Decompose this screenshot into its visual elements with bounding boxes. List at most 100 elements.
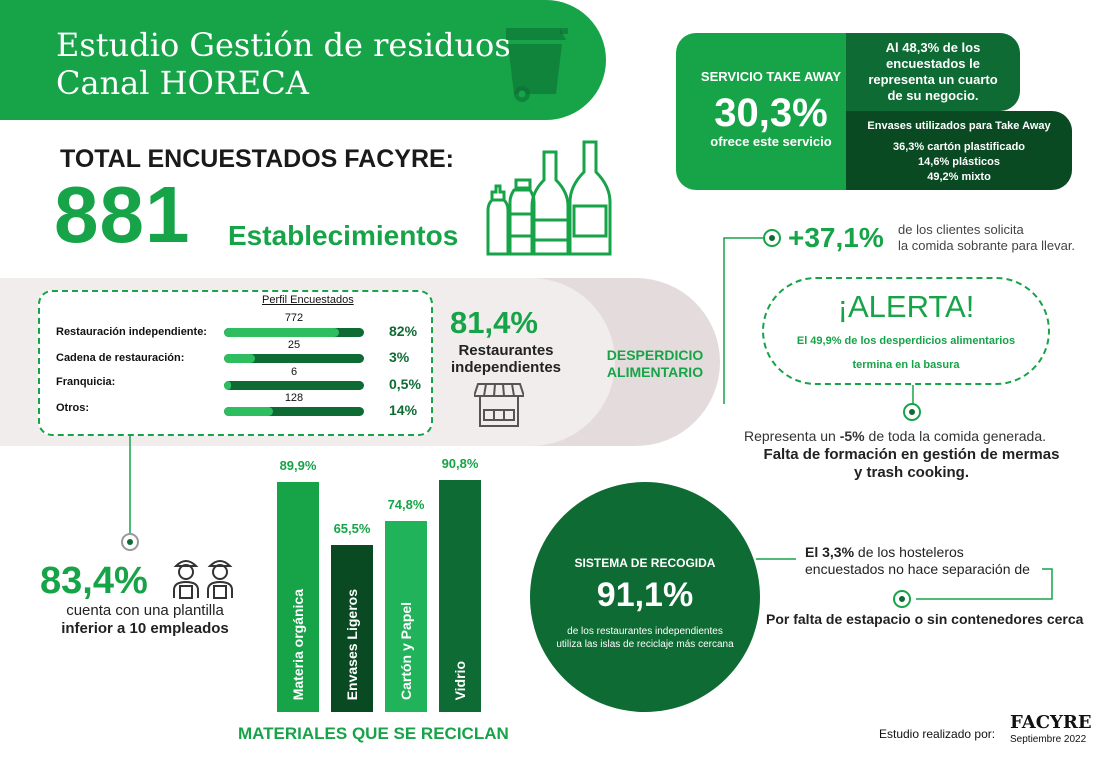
training-text: Falta de formación en gestión de mermas …	[744, 446, 1079, 482]
independents-label: Restaurantes independientes	[450, 342, 562, 376]
represents-suffix: de toda la comida generada.	[864, 428, 1046, 444]
alert-line-2: termina en la basura	[852, 359, 960, 371]
recycling-title: MATERIALES QUE SE RECICLAN	[238, 724, 509, 743]
training-line-2: y trash cooking.	[853, 464, 970, 481]
title-banner	[0, 0, 606, 120]
takeaway-packaging: Envases utilizados para Take Away 36,3% …	[846, 111, 1072, 190]
connector-line	[723, 237, 772, 404]
dot-marker-icon	[903, 403, 921, 421]
dot-marker-icon	[763, 229, 781, 247]
profile-percent: 14%	[389, 402, 418, 418]
training-line-1: Falta de formación en gestión de mermas	[763, 446, 1060, 463]
separation-line-2: encuestados no hace separación de	[805, 561, 1030, 577]
profile-label: Otros:	[56, 402, 89, 414]
leftover-line-1: de los clientes solicita	[898, 222, 1024, 237]
shop-icon	[474, 383, 524, 427]
recycle-bar: Envases Ligeros	[331, 545, 373, 712]
title-line-1: Estudio Gestión de residuos	[56, 26, 511, 64]
profile-box: Perfil Encuestados 772 Restauración inde…	[38, 290, 433, 436]
leftover-text: de los clientes solicita la comida sobra…	[898, 222, 1075, 254]
collection-percent: 91,1%	[596, 576, 694, 614]
collection-circle: SISTEMA DE RECOGIDA 91,1% de los restaur…	[530, 482, 760, 712]
staff-line-1: cuenta con una plantilla	[66, 602, 224, 619]
waste-label: DESPERDICIO ALIMENTARIO	[605, 347, 705, 381]
dot-marker-icon	[121, 533, 139, 551]
footer-date: Septiembre 2022	[1010, 734, 1087, 745]
recycle-bar: Materia orgánica	[277, 482, 319, 712]
profile-label: Franquicia:	[56, 376, 116, 388]
profile-bar	[224, 328, 364, 337]
collection-line-2: utiliza las islas de reciclaje más cerca…	[556, 639, 734, 650]
profile-count: 6	[290, 366, 298, 378]
staff-line-2: inferior a 10 empleados	[61, 620, 229, 637]
collection-line-1: de los restaurantes independientes	[567, 626, 723, 637]
title-line-2: Canal HORECA	[56, 64, 309, 102]
collection-title: SISTEMA DE RECOGIDA	[574, 556, 716, 570]
packaging-title: Envases utilizados para Take Away	[867, 120, 1051, 132]
recycle-value: 74,8%	[387, 497, 425, 512]
takeaway-subtitle: ofrece este servicio	[710, 134, 832, 149]
leftover-line-2: la comida sobrante para llevar.	[898, 238, 1076, 253]
recycle-label: Vidrio	[452, 660, 468, 700]
independents-label-1: Restaurantes	[458, 342, 554, 359]
profile-bar	[224, 381, 364, 390]
collection-connector	[756, 558, 1053, 600]
independents-label-2: independientes	[450, 359, 562, 376]
alert-title: ¡ALERTA!	[837, 289, 975, 324]
recycle-bar: Cartón y Papel	[385, 521, 427, 712]
workers-icon	[173, 560, 233, 599]
recycle-value: 89,9%	[279, 458, 317, 473]
total-unit: Establecimientos	[228, 220, 459, 251]
recycle-value: 90,8%	[441, 456, 479, 471]
profile-percent: 0,5%	[389, 376, 421, 392]
total-number: 881	[54, 170, 191, 259]
separation-text: El 3,3% de los hosteleros encuestados no…	[805, 544, 1030, 578]
dot-marker-icon	[893, 590, 911, 608]
profile-label: Restauración independiente:	[56, 326, 207, 338]
profile-count: 772	[284, 312, 304, 324]
separation-reason: Por falta de estapacio o sin contenedore…	[766, 611, 1084, 627]
profile-bar	[224, 407, 364, 416]
study-by: Estudio realizado por:	[879, 727, 996, 741]
represents-prefix: Representa un	[744, 428, 840, 444]
profile-count: 25	[287, 339, 301, 351]
takeaway-quarter: Al 48,3% de los encuestados le represent…	[846, 33, 1020, 111]
separation-bold: El 3,3%	[805, 544, 855, 560]
packaging-item: 49,2% mixto	[927, 171, 991, 183]
packaging-item: 14,6% plásticos	[918, 156, 1000, 168]
profile-percent: 82%	[389, 323, 418, 339]
profile-percent: 3%	[389, 349, 410, 365]
alert-box: ¡ALERTA! El 49,9% de los desperdicios al…	[762, 277, 1050, 385]
recycle-label: Materia orgánica	[290, 588, 306, 700]
represents-text: Representa un -5% de toda la comida gene…	[744, 428, 1046, 444]
independents-percent: 81,4%	[450, 305, 538, 340]
takeaway-card: SERVICIO TAKE AWAY 30,3% ofrece este ser…	[676, 33, 866, 190]
trash-bin-icon	[506, 28, 568, 102]
waste-label-1: DESPERDICIO	[606, 347, 704, 363]
takeaway-title: SERVICIO TAKE AWAY	[700, 69, 842, 84]
takeaway-percent: 30,3%	[714, 91, 828, 135]
recycle-bar: Vidrio	[439, 480, 481, 712]
staff-percent: 83,4%	[40, 560, 148, 602]
separation-rest: de los hosteleros	[854, 544, 964, 560]
staff-connector	[129, 436, 131, 536]
brand-logo: FACYRE	[1010, 712, 1092, 733]
page-title: Estudio Gestión de residuos Canal HORECA	[56, 26, 511, 102]
leftover-percent: +37,1%	[788, 222, 884, 253]
profile-bar	[224, 354, 364, 363]
profile-label: Cadena de restauración:	[56, 352, 185, 364]
recycle-label: Envases Ligeros	[344, 588, 360, 700]
staff-text: cuenta con una plantilla inferior a 10 e…	[40, 602, 250, 638]
waste-label-2: ALIMENTARIO	[606, 364, 704, 380]
recycle-value: 65,5%	[333, 521, 371, 536]
alert-connector	[912, 385, 914, 405]
alert-line-1: El 49,9% de los desperdicios alimentario…	[796, 335, 1016, 347]
packaging-item: 36,3% cartón plastificado	[892, 141, 1026, 153]
recycle-label: Cartón y Papel	[398, 601, 414, 700]
collection-text: de los restaurantes independientes utili…	[530, 625, 760, 651]
represents-value: -5%	[839, 428, 865, 444]
bottles-icon	[486, 140, 612, 256]
total-heading: TOTAL ENCUESTADOS FACYRE:	[60, 145, 455, 173]
profile-count: 128	[284, 392, 304, 404]
profile-title: Perfil Encuestados	[262, 294, 354, 306]
